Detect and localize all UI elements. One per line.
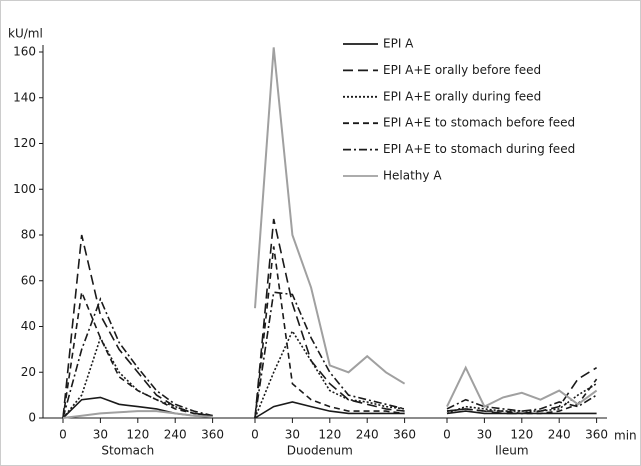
x-axis-label: min (614, 429, 637, 443)
legend-label: EPI A (383, 37, 414, 51)
x-tick-label: 120 (510, 428, 533, 442)
legend-label: EPI A+E orally during feed (383, 89, 541, 103)
y-tick-label: 120 (13, 136, 36, 150)
y-tick-label: 40 (21, 319, 36, 333)
x-tick-label: 360 (201, 428, 224, 442)
series-line (62, 289, 213, 419)
series-line (446, 394, 598, 412)
panel-label: Duodenum (287, 444, 353, 458)
legend-label: EPI A+E orally before feed (383, 63, 541, 77)
series-line (254, 246, 405, 419)
x-tick-label: 240 (548, 428, 571, 442)
series-line (446, 378, 598, 415)
series-line (62, 335, 213, 419)
y-tick-label: 20 (21, 365, 36, 379)
x-tick-label: 0 (443, 428, 451, 442)
x-tick-label: 360 (393, 428, 416, 442)
series-line (254, 401, 405, 419)
y-tick-label: 100 (13, 182, 36, 196)
series-line (62, 410, 213, 419)
series-line (254, 291, 405, 419)
x-tick-label: 360 (585, 428, 608, 442)
series-line (446, 365, 598, 408)
y-axis-label: kU/ml (8, 27, 43, 41)
x-tick-label: 240 (356, 428, 379, 442)
legend-label: Helathy A (383, 169, 442, 183)
series-line (62, 296, 213, 419)
panel-label: Ileum (495, 444, 529, 458)
y-tick-label: 80 (21, 228, 36, 242)
y-tick-label: 0 (28, 411, 36, 425)
series-line (254, 47, 406, 385)
y-tick-label: 60 (21, 273, 36, 287)
x-tick-label: 30 (477, 428, 492, 442)
x-tick-label: 30 (285, 428, 300, 442)
x-tick-label: 30 (93, 428, 108, 442)
x-tick-label: 240 (164, 428, 187, 442)
x-tick-label: 0 (251, 428, 259, 442)
y-tick-label: 140 (13, 90, 36, 104)
series-line (254, 329, 405, 419)
series-line (254, 218, 405, 419)
y-tick-label: 160 (13, 45, 36, 59)
legend-label: EPI A+E to stomach during feed (383, 142, 575, 156)
x-tick-label: 120 (318, 428, 341, 442)
x-tick-label: 120 (126, 428, 149, 442)
x-tick-label: 0 (59, 428, 67, 442)
panel-label: Stomach (101, 444, 154, 458)
legend-label: EPI A+E to stomach before feed (383, 116, 575, 130)
